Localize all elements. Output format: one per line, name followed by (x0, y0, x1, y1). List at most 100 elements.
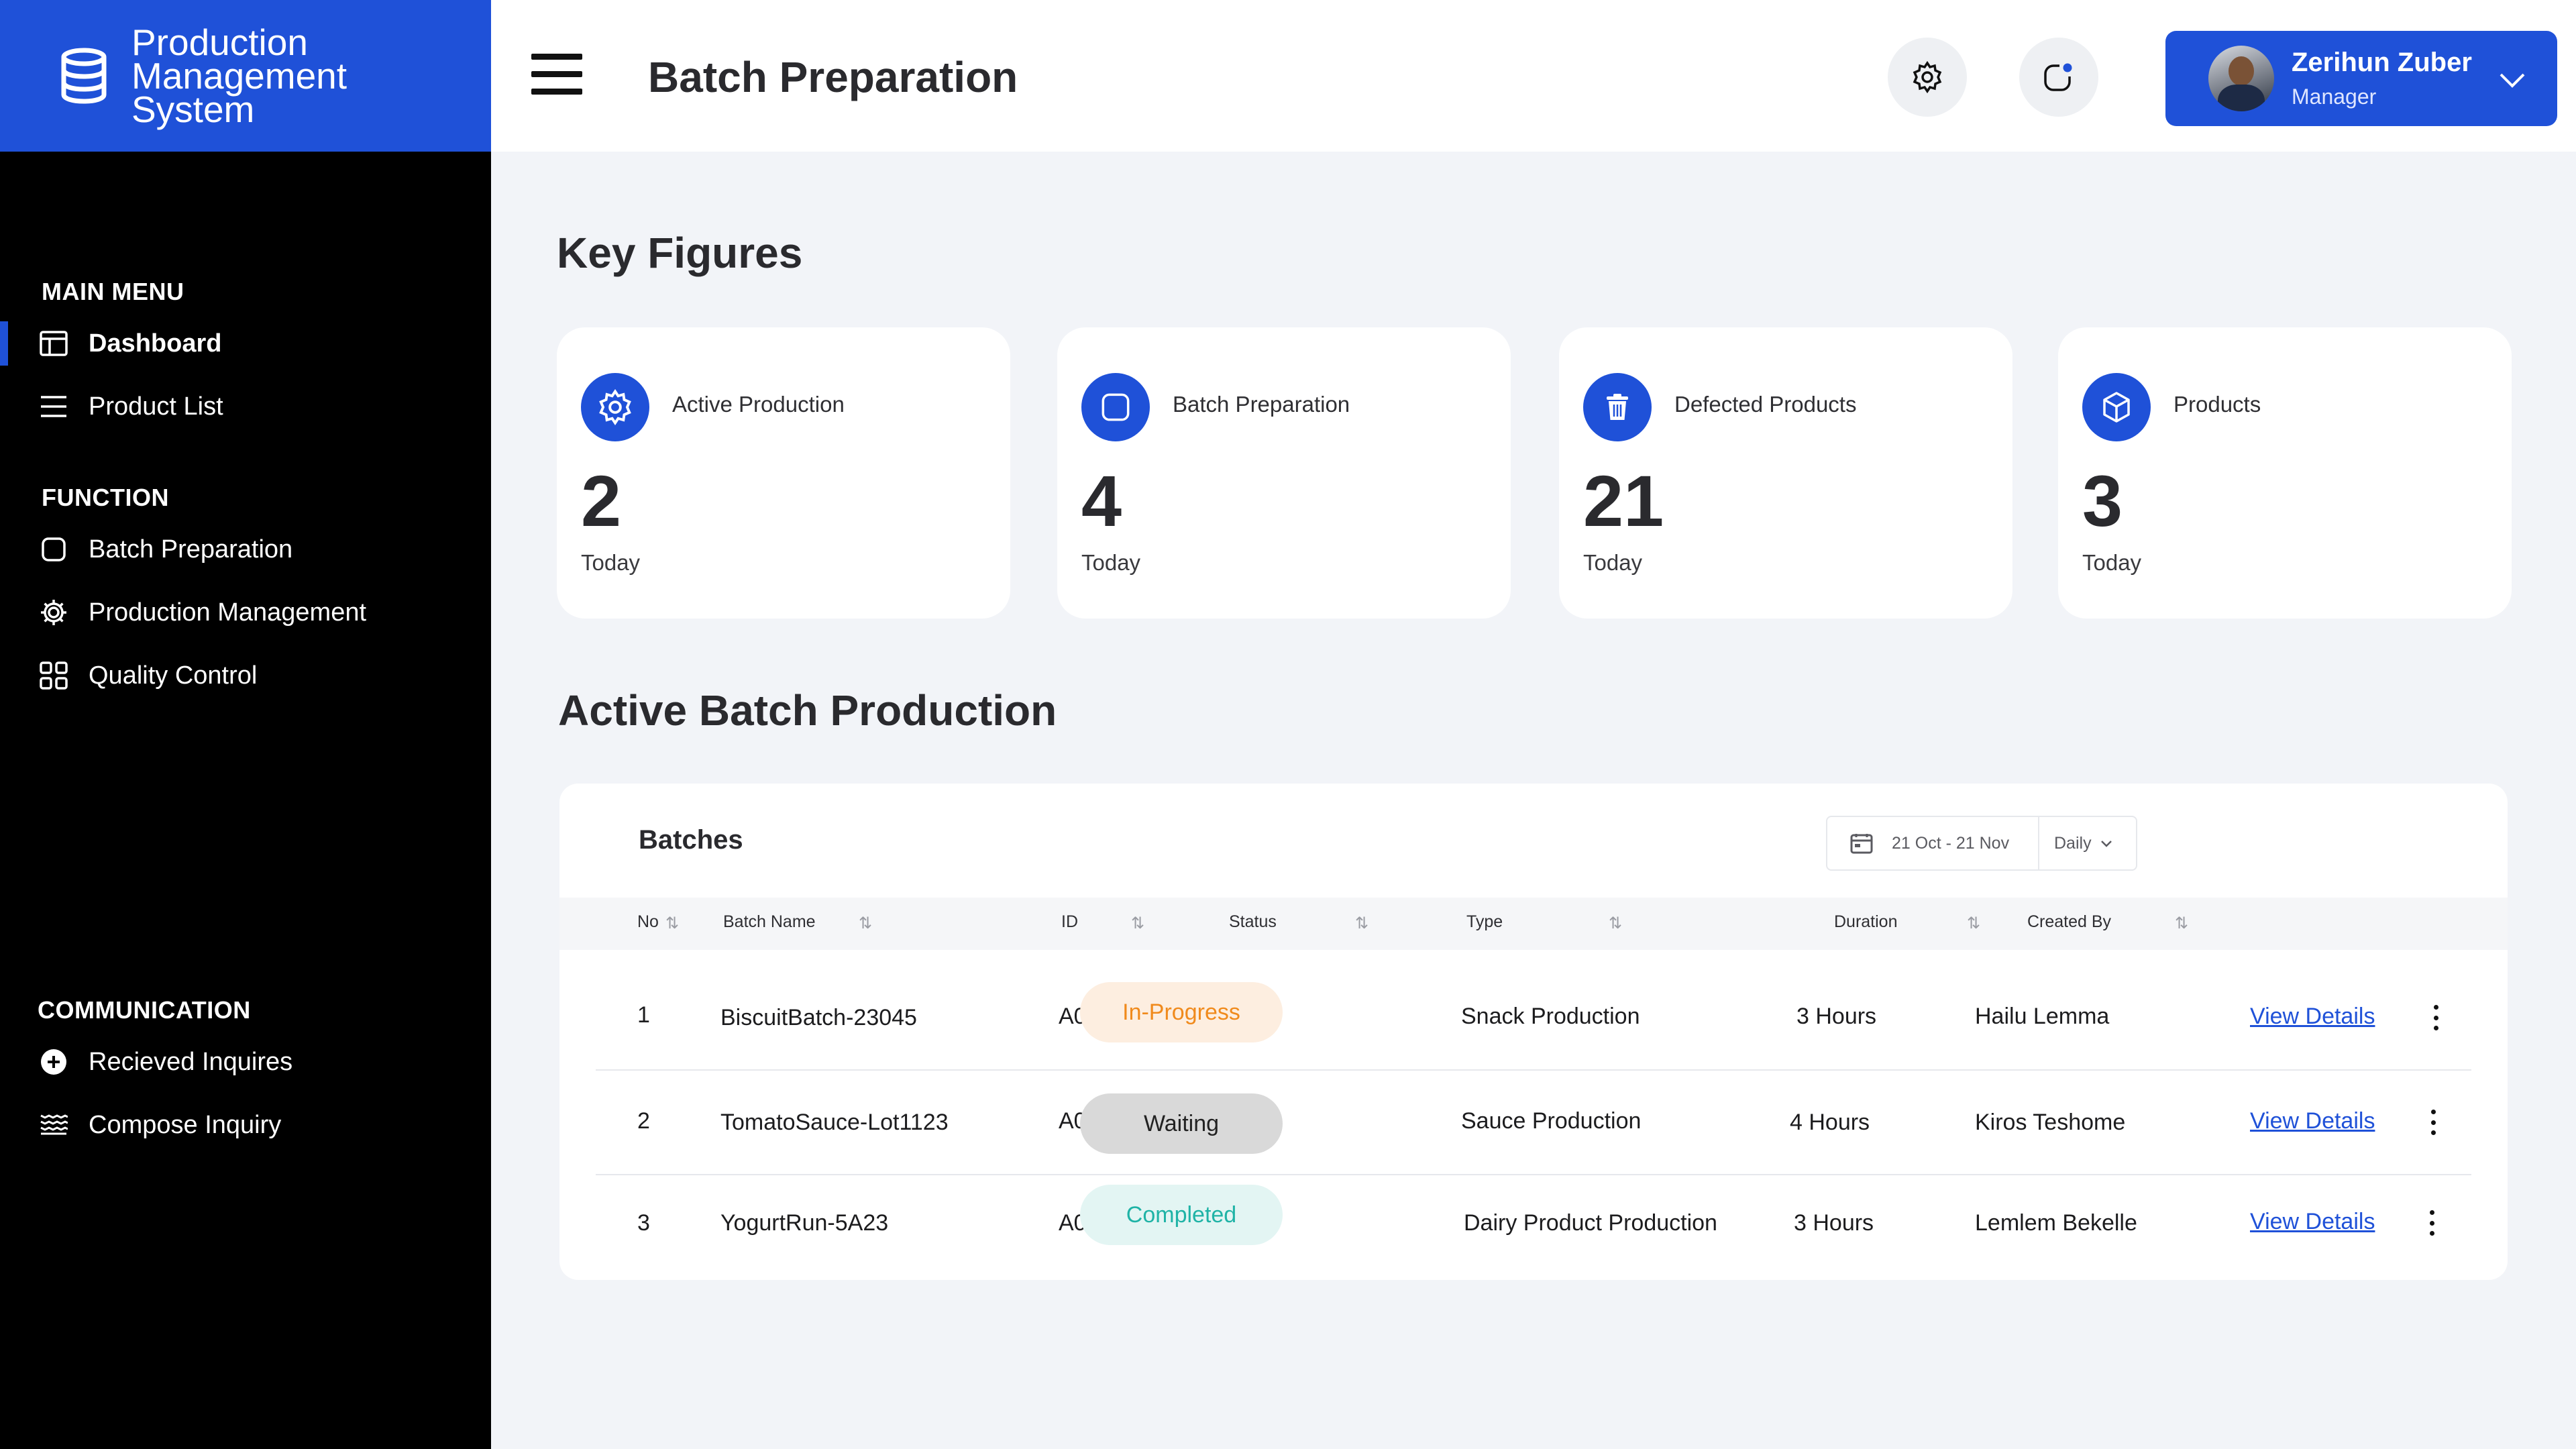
table-row: 3 YogurtRun-5A23 A003 Completed Dairy Pr… (596, 1175, 2471, 1280)
kpi-card-products[interactable]: Products 3 Today (2058, 327, 2512, 619)
square-icon (39, 535, 68, 564)
sidebar-item-compose-inquiry[interactable]: Compose Inquiry (0, 1093, 491, 1157)
cell-duration: 4 Hours (1790, 1110, 1870, 1135)
sidebar-item-label: Batch Preparation (89, 535, 293, 564)
chevron-down-icon (2500, 73, 2525, 88)
cell-created-by: Kiros Teshome (1975, 1110, 2126, 1135)
layers-icon (39, 1110, 68, 1140)
status-badge: Completed (1080, 1185, 1283, 1245)
cell-type: Dairy Product Production (1464, 1210, 1717, 1236)
kpi-card-active-production[interactable]: Active Production 2 Today (557, 327, 1010, 619)
box-icon (2082, 373, 2151, 441)
column-header-duration: Duration (1834, 912, 1898, 931)
status-badge: Waiting (1080, 1093, 1283, 1154)
grid-icon (39, 661, 68, 690)
sidebar-item-product-list[interactable]: Product List (0, 375, 491, 438)
sidebar-item-batch-preparation[interactable]: Batch Preparation (0, 518, 491, 581)
kpi-value: 3 (2082, 460, 2123, 541)
kpi-value: 2 (581, 460, 622, 541)
sort-icon[interactable]: ⇅ (1131, 914, 1145, 932)
date-range-label: 21 Oct - 21 Nov (1892, 833, 2010, 853)
notifications-button[interactable] (2019, 38, 2098, 117)
sidebar-item-label: Dashboard (89, 329, 222, 358)
status-badge: In-Progress (1080, 982, 1283, 1042)
kpi-card-batch-preparation[interactable]: Batch Preparation 4 Today (1057, 327, 1511, 619)
cell-batch-name: BiscuitBatch-23045 (720, 1005, 917, 1030)
sidebar: Production Management System MAIN MENU D… (0, 0, 491, 1449)
more-options-icon[interactable] (2426, 1001, 2446, 1034)
sidebar-item-quality-control[interactable]: Quality Control (0, 644, 491, 707)
sort-icon[interactable]: ⇅ (1967, 914, 1981, 932)
kpi-period: Today (581, 550, 641, 575)
sort-icon[interactable]: ⇅ (2175, 914, 2189, 932)
cell-type: Sauce Production (1461, 1108, 1642, 1134)
gear-icon (39, 598, 68, 627)
kpi-period: Today (1081, 550, 1141, 575)
user-role: Manager (2292, 85, 2377, 109)
key-figures-title: Key Figures (557, 229, 803, 277)
column-header-batch-name: Batch Name (723, 912, 816, 931)
date-filter: 21 Oct - 21 Nov Daily (1826, 816, 2137, 871)
cell-duration: 3 Hours (1796, 1004, 1877, 1029)
date-range-picker[interactable]: 21 Oct - 21 Nov (1827, 817, 2039, 869)
avatar (2208, 46, 2274, 111)
menu-section-function: FUNCTION Batch Preparation Production Ma… (0, 478, 491, 707)
app-name: Production Management System (131, 21, 347, 130)
trash-icon (1583, 373, 1652, 441)
brand[interactable]: Production Management System (0, 0, 491, 152)
user-info: Zerihun Zuber Manager (2292, 48, 2472, 109)
period-select[interactable]: Daily (2039, 834, 2113, 853)
sidebar-item-dashboard[interactable]: Dashboard (0, 312, 491, 375)
batches-table-card: Batches 21 Oct - 21 Nov Daily No ⇅ Batch… (559, 784, 2508, 1280)
user-menu[interactable]: Zerihun Zuber Manager (2165, 31, 2557, 126)
database-icon (61, 48, 107, 104)
kpi-card-defected-products[interactable]: Defected Products 21 Today (1559, 327, 2012, 619)
sidebar-item-production-management[interactable]: Production Management (0, 581, 491, 644)
section-title: COMMUNICATION (38, 996, 251, 1024)
table-row: 2 TomatoSauce-Lot1123 A002 Waiting Sauce… (596, 1071, 2471, 1175)
table-row: 1 BiscuitBatch-23045 A001 In-Progress Sn… (596, 966, 2471, 1071)
more-options-icon[interactable] (2423, 1106, 2443, 1139)
plus-circle-icon (39, 1047, 68, 1077)
settings-button[interactable] (1888, 38, 1967, 117)
view-details-link[interactable]: View Details (2250, 1209, 2375, 1234)
list-icon (39, 392, 68, 421)
kpi-label: Active Production (672, 392, 845, 417)
sidebar-item-received-inquires[interactable]: Recieved Inquires (0, 1030, 491, 1093)
active-batch-title: Active Batch Production (558, 686, 1057, 735)
table-title: Batches (639, 825, 743, 855)
menu-toggle-icon[interactable] (531, 54, 582, 95)
cell-type: Snack Production (1461, 1004, 1640, 1029)
view-details-link[interactable]: View Details (2250, 1004, 2375, 1029)
dashboard-icon (39, 329, 68, 358)
cell-duration: 3 Hours (1794, 1210, 1874, 1236)
sidebar-item-label: Production Management (89, 598, 367, 627)
sort-icon[interactable]: ⇅ (1609, 914, 1623, 932)
kpi-period: Today (2082, 550, 2142, 575)
view-details-link[interactable]: View Details (2250, 1108, 2375, 1134)
menu-section-main: MAIN MENU Dashboard Product List (0, 272, 491, 438)
sort-icon[interactable]: ⇅ (859, 914, 873, 932)
table-header: No ⇅ Batch Name ⇅ ID ⇅ Status ⇅ Type ⇅ D… (559, 898, 2508, 950)
menu-section-communication: COMMUNICATION Recieved Inquires Compose … (0, 990, 491, 1157)
cell-created-by: Lemlem Bekelle (1975, 1210, 2137, 1236)
gear-icon (1913, 60, 1942, 94)
top-bar: Batch Preparation Zerihun Zuber Manager (491, 0, 2576, 152)
sidebar-item-label: Quality Control (89, 661, 258, 690)
more-options-icon[interactable] (2422, 1206, 2442, 1240)
kpi-value: 21 (1583, 460, 1664, 541)
kpi-label: Batch Preparation (1173, 392, 1350, 417)
section-title: MAIN MENU (42, 278, 184, 305)
column-header-id: ID (1061, 912, 1078, 931)
kpi-label: Defected Products (1674, 392, 1857, 417)
cell-batch-name: TomatoSauce-Lot1123 (720, 1110, 949, 1135)
notification-icon (2044, 62, 2074, 91)
calendar-icon (1850, 834, 1873, 854)
sort-icon[interactable]: ⇅ (665, 914, 680, 932)
page-title: Batch Preparation (648, 53, 1018, 101)
sidebar-item-label: Compose Inquiry (89, 1110, 282, 1139)
cell-no: 2 (637, 1108, 650, 1134)
square-icon (1081, 373, 1150, 441)
sort-icon[interactable]: ⇅ (1355, 914, 1369, 932)
kpi-period: Today (1583, 550, 1643, 575)
